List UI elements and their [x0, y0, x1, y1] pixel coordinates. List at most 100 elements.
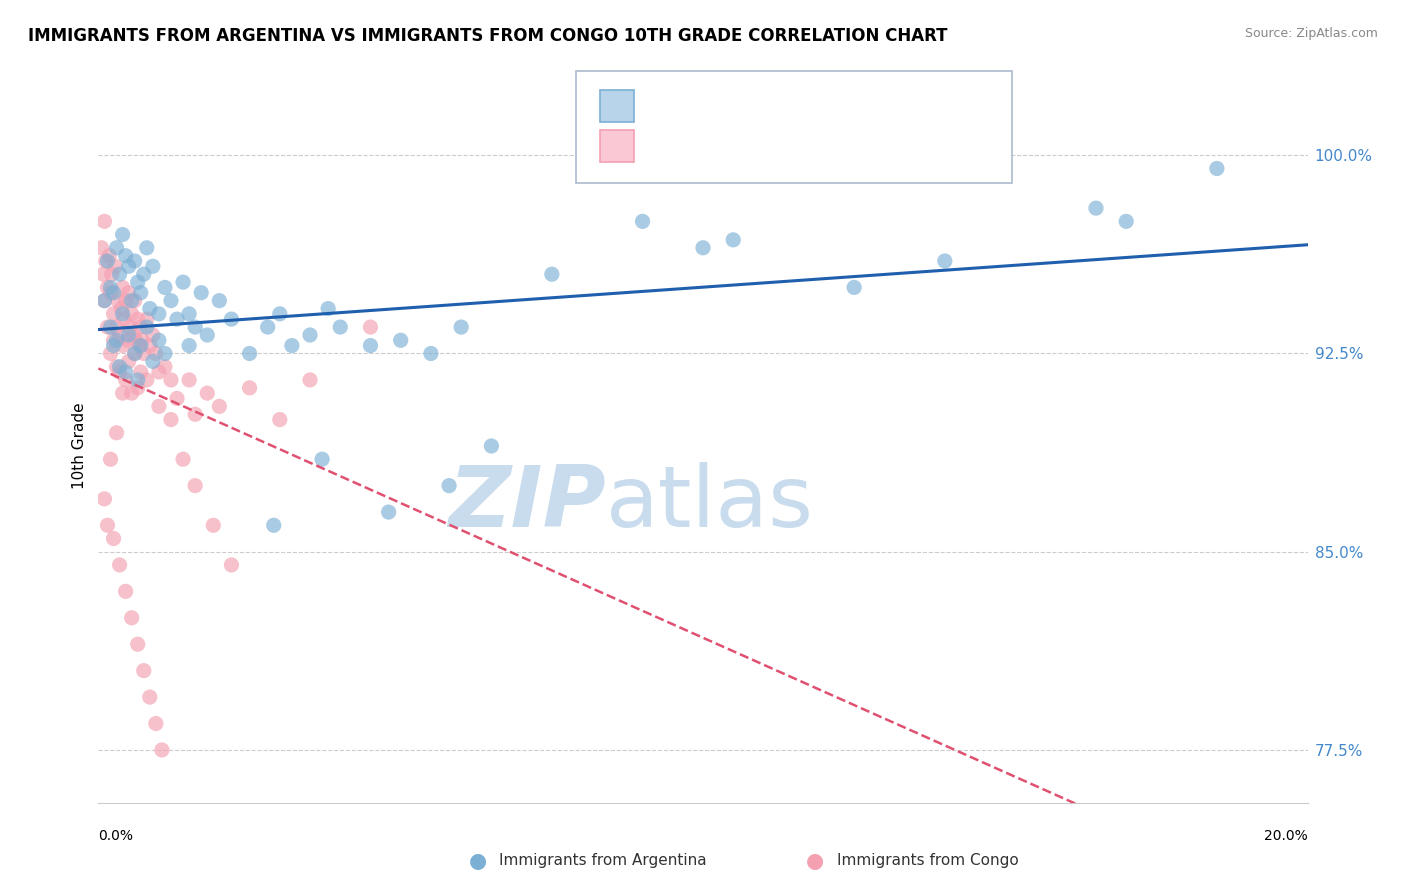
Point — [125, 333, 148, 347]
Text: 20.0%: 20.0% — [1264, 830, 1308, 843]
Point — [934, 254, 956, 268]
Point — [360, 320, 382, 334]
Point — [160, 412, 183, 426]
Point — [96, 254, 118, 268]
Point — [105, 320, 128, 334]
Point — [153, 359, 176, 374]
Point — [723, 233, 745, 247]
Point — [108, 365, 131, 379]
Point — [1115, 214, 1137, 228]
Text: 0.0%: 0.0% — [98, 830, 134, 843]
Point — [132, 267, 155, 281]
Point — [103, 333, 125, 347]
Point — [96, 320, 118, 334]
Point — [160, 293, 183, 308]
Point — [112, 312, 135, 326]
Point — [202, 518, 225, 533]
Point — [132, 664, 155, 678]
Point — [360, 338, 382, 352]
Point — [195, 328, 218, 343]
Point — [91, 267, 114, 281]
Point — [139, 690, 162, 704]
Point — [221, 558, 243, 572]
Point — [105, 425, 128, 440]
Point — [239, 381, 262, 395]
Text: Source: ZipAtlas.com: Source: ZipAtlas.com — [1244, 27, 1378, 40]
Text: 0.189: 0.189 — [696, 96, 748, 114]
Point — [96, 518, 118, 533]
Point — [135, 241, 157, 255]
Point — [208, 293, 231, 308]
Text: ●: ● — [807, 851, 824, 871]
Point — [105, 359, 128, 374]
Point — [103, 338, 125, 352]
Point — [111, 280, 134, 294]
Point — [142, 328, 165, 343]
Point — [90, 241, 112, 255]
Point — [329, 320, 352, 334]
Point — [100, 267, 122, 281]
Point — [1085, 201, 1108, 215]
Point — [132, 346, 155, 360]
Point — [108, 359, 131, 374]
Point — [153, 346, 176, 360]
Point — [105, 333, 128, 347]
Point — [179, 373, 201, 387]
Point — [107, 293, 129, 308]
Point — [124, 293, 146, 308]
Point — [692, 241, 714, 255]
Point — [114, 249, 136, 263]
Point — [1206, 161, 1229, 176]
Point — [118, 354, 141, 368]
Point — [389, 333, 412, 347]
Point — [108, 328, 131, 343]
Point — [121, 611, 143, 625]
Point — [377, 505, 399, 519]
Point — [420, 346, 443, 360]
Point — [437, 478, 460, 492]
Point — [481, 439, 503, 453]
Point — [316, 301, 339, 316]
Y-axis label: 10th Grade: 10th Grade — [72, 402, 87, 490]
Point — [93, 491, 115, 506]
Point — [145, 346, 167, 360]
Point — [129, 365, 152, 379]
Point — [103, 307, 125, 321]
Point — [111, 338, 134, 352]
Point — [844, 280, 866, 294]
Point — [114, 365, 136, 379]
Point — [94, 254, 117, 268]
Point — [100, 285, 122, 300]
Point — [299, 328, 322, 343]
Point — [145, 716, 167, 731]
Point — [195, 386, 218, 401]
Point — [450, 320, 472, 334]
Point — [153, 280, 176, 294]
Point — [103, 532, 125, 546]
Point — [100, 280, 122, 294]
Text: N = 79: N = 79 — [794, 136, 856, 154]
Point — [166, 312, 188, 326]
Point — [311, 452, 333, 467]
Point — [98, 249, 121, 263]
Point — [108, 558, 131, 572]
Point — [299, 373, 322, 387]
Point — [179, 338, 201, 352]
Point — [93, 293, 115, 308]
Point — [103, 285, 125, 300]
Point — [221, 312, 243, 326]
Point — [105, 241, 128, 255]
Point — [121, 307, 143, 321]
Point — [104, 260, 127, 274]
Point — [131, 333, 153, 347]
Point — [108, 267, 131, 281]
Point — [148, 365, 170, 379]
Point — [124, 254, 146, 268]
Text: Immigrants from Argentina: Immigrants from Argentina — [499, 854, 707, 868]
Point — [142, 354, 165, 368]
Point — [118, 260, 141, 274]
Point — [135, 320, 157, 334]
Point — [139, 301, 162, 316]
Point — [100, 452, 122, 467]
Point — [129, 320, 152, 334]
